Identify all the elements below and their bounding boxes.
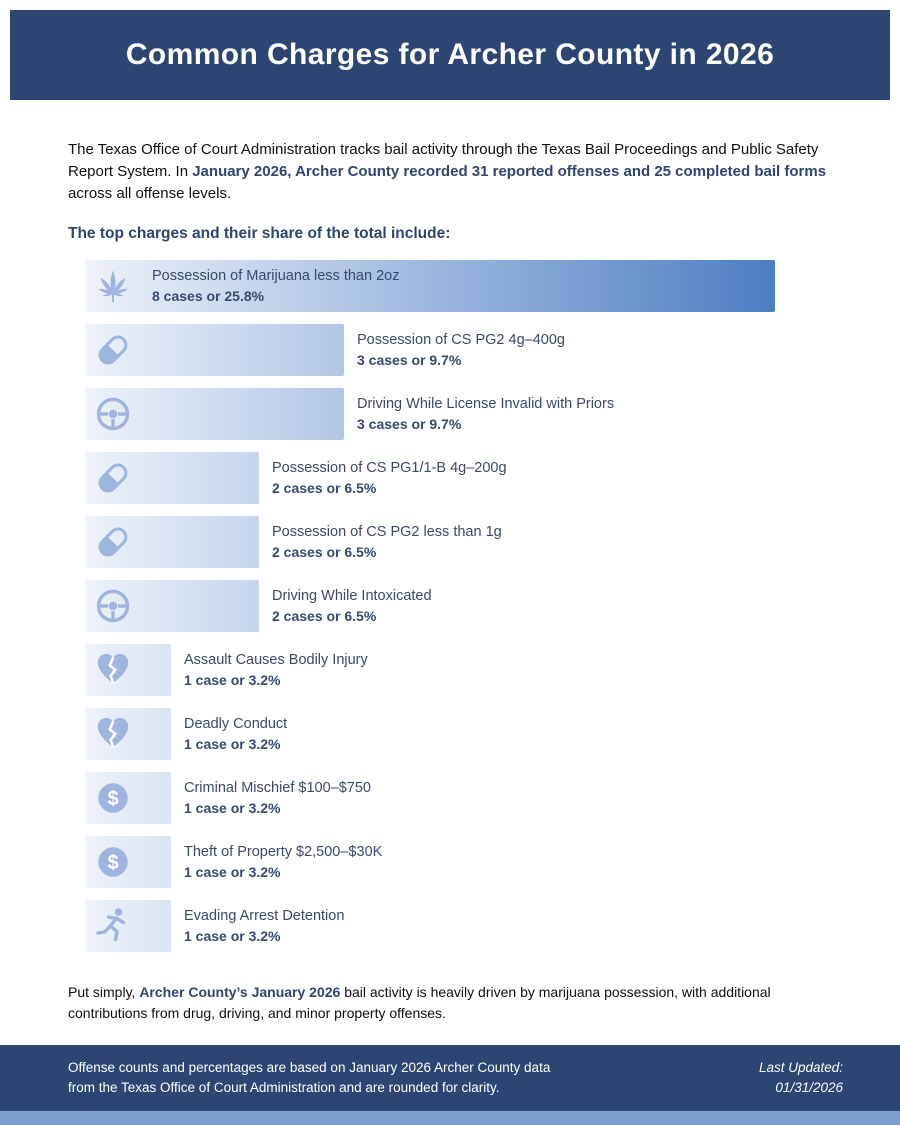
charge-label: Possession of Marijuana less than 2oz bbox=[152, 268, 400, 285]
bar-label-group: Driving While License Invalid with Prior… bbox=[357, 396, 614, 432]
pill-icon bbox=[90, 327, 136, 373]
main-content: The Texas Office of Court Administration… bbox=[0, 139, 900, 1024]
bottom-accent-strip bbox=[0, 1111, 900, 1125]
case-count: 1 case or 3.2% bbox=[184, 736, 281, 753]
case-count: 8 cases or 25.8% bbox=[152, 288, 265, 305]
bar-label-group: Possession of CS PG2 4g–400g 3 cases or 9… bbox=[357, 332, 565, 368]
intro-text-post: across all offense levels. bbox=[68, 184, 232, 202]
bar-label-group: Deadly Conduct 1 case or 3.2% bbox=[184, 716, 287, 752]
bar bbox=[85, 516, 259, 569]
chart-row: Possession of Marijuana less than 2oz 8 c… bbox=[85, 260, 843, 313]
charge-label: Possession of CS PG2 4g–400g bbox=[357, 332, 565, 349]
chart-row: Driving While Intoxicated 2 cases or 6.5% bbox=[85, 580, 843, 633]
case-count: 2 cases or 6.5% bbox=[272, 480, 377, 497]
chart-row: $ Criminal Mischief $100–$750 1 case or 3.… bbox=[85, 772, 843, 825]
running-person-icon bbox=[90, 903, 136, 949]
case-count: 1 case or 3.2% bbox=[184, 672, 281, 689]
last-updated: Last Updated: 01/31/2026 bbox=[759, 1058, 843, 1099]
intro-text-pre: The Texas Office of Court Administration… bbox=[68, 141, 819, 180]
summary-text-post: bail activity is heavily driven by marij… bbox=[68, 984, 771, 1022]
summary-text-pre: Put simply, bbox=[68, 984, 140, 1001]
steering-wheel-icon bbox=[90, 583, 136, 629]
footer-note: Offense counts and percentages are based… bbox=[68, 1059, 551, 1095]
chart-row: Deadly Conduct 1 case or 3.2% bbox=[85, 708, 843, 761]
last-updated-label: Last Updated: bbox=[758, 1059, 843, 1075]
chart-row: Driving While License Invalid with Prior… bbox=[85, 388, 843, 441]
svg-text:$: $ bbox=[107, 852, 118, 874]
charge-label: Driving While Intoxicated bbox=[272, 588, 432, 605]
charge-label: Assault Causes Bodily Injury bbox=[184, 652, 368, 669]
bar bbox=[85, 452, 259, 505]
case-count: 3 cases or 9.7% bbox=[357, 352, 462, 369]
chart-row: Assault Causes Bodily Injury 1 case or 3.… bbox=[85, 644, 843, 697]
case-count: 1 case or 3.2% bbox=[184, 928, 281, 945]
charge-label: Driving While License Invalid with Prior… bbox=[357, 396, 615, 413]
cannabis-leaf-icon bbox=[90, 263, 136, 309]
charge-label: Deadly Conduct bbox=[184, 716, 288, 733]
intro-paragraph: The Texas Office of Court Administration… bbox=[68, 139, 840, 204]
bar bbox=[85, 260, 775, 313]
charge-label: Possession of CS PG1/1-B 4g–200g bbox=[272, 460, 507, 477]
bar-label-group: Assault Causes Bodily Injury 1 case or 3.… bbox=[184, 652, 368, 688]
charge-label: Possession of CS PG2 less than 1g bbox=[272, 524, 502, 541]
bar-label-group: Theft of Property $2,500–$30K 1 case or 3… bbox=[184, 844, 382, 880]
case-count: 3 cases or 9.7% bbox=[357, 416, 462, 433]
bar bbox=[85, 900, 171, 953]
section-heading: The top charges and their share of the t… bbox=[68, 225, 451, 243]
charge-label: Theft of Property $2,500–$30K bbox=[184, 844, 383, 861]
charges-bar-chart: Possession of Marijuana less than 2oz 8 c… bbox=[85, 260, 843, 953]
pill-icon bbox=[90, 455, 136, 501]
bar bbox=[85, 324, 344, 377]
header-banner: Common Charges for Archer County in 2026 bbox=[10, 10, 890, 100]
broken-heart-icon bbox=[90, 647, 136, 693]
bar-label-group: Criminal Mischief $100–$750 1 case or 3.2… bbox=[184, 780, 371, 816]
last-updated-date: 01/31/2026 bbox=[775, 1080, 843, 1095]
bar bbox=[85, 644, 171, 697]
bar bbox=[85, 708, 171, 761]
footer-banner: Offense counts and percentages are based… bbox=[0, 1045, 900, 1111]
chart-row: Possession of CS PG1/1-B 4g–200g 2 cases … bbox=[85, 452, 843, 505]
intro-highlight: January 2026, Archer County recorded 31 … bbox=[192, 162, 827, 180]
summary-highlight: Archer County’s January 2026 bbox=[139, 984, 341, 1001]
chart-row: Evading Arrest Detention 1 case or 3.2% bbox=[85, 900, 843, 953]
page-title: Common Charges for Archer County in 2026 bbox=[125, 38, 775, 71]
bar-label-group: Possession of Marijuana less than 2oz 8 c… bbox=[152, 268, 399, 304]
bar-label-group: Driving While Intoxicated 2 cases or 6.5% bbox=[272, 588, 432, 624]
chart-row: $ Theft of Property $2,500–$30K 1 case or … bbox=[85, 836, 843, 889]
summary-paragraph: Put simply, Archer County’s January 2026… bbox=[68, 982, 843, 1024]
broken-heart-icon bbox=[90, 711, 136, 757]
steering-wheel-icon bbox=[90, 391, 136, 437]
case-count: 1 case or 3.2% bbox=[184, 800, 281, 817]
dollar-icon: $ bbox=[90, 775, 136, 821]
pill-icon bbox=[90, 519, 136, 565]
bar-label-group: Possession of CS PG1/1-B 4g–200g 2 cases … bbox=[272, 460, 507, 496]
case-count: 1 case or 3.2% bbox=[184, 864, 281, 881]
svg-text:$: $ bbox=[107, 788, 118, 810]
case-count: 2 cases or 6.5% bbox=[272, 608, 377, 625]
bar-label-group: Evading Arrest Detention 1 case or 3.2% bbox=[184, 908, 344, 944]
chart-row: Possession of CS PG2 less than 1g 2 cases… bbox=[85, 516, 843, 569]
bar-label-group: Possession of CS PG2 less than 1g 2 cases… bbox=[272, 524, 502, 560]
case-count: 2 cases or 6.5% bbox=[272, 544, 377, 561]
charge-label: Criminal Mischief $100–$750 bbox=[184, 780, 371, 797]
chart-row: Possession of CS PG2 4g–400g 3 cases or 9… bbox=[85, 324, 843, 377]
dollar-icon: $ bbox=[90, 839, 136, 885]
charge-label: Evading Arrest Detention bbox=[184, 908, 345, 925]
